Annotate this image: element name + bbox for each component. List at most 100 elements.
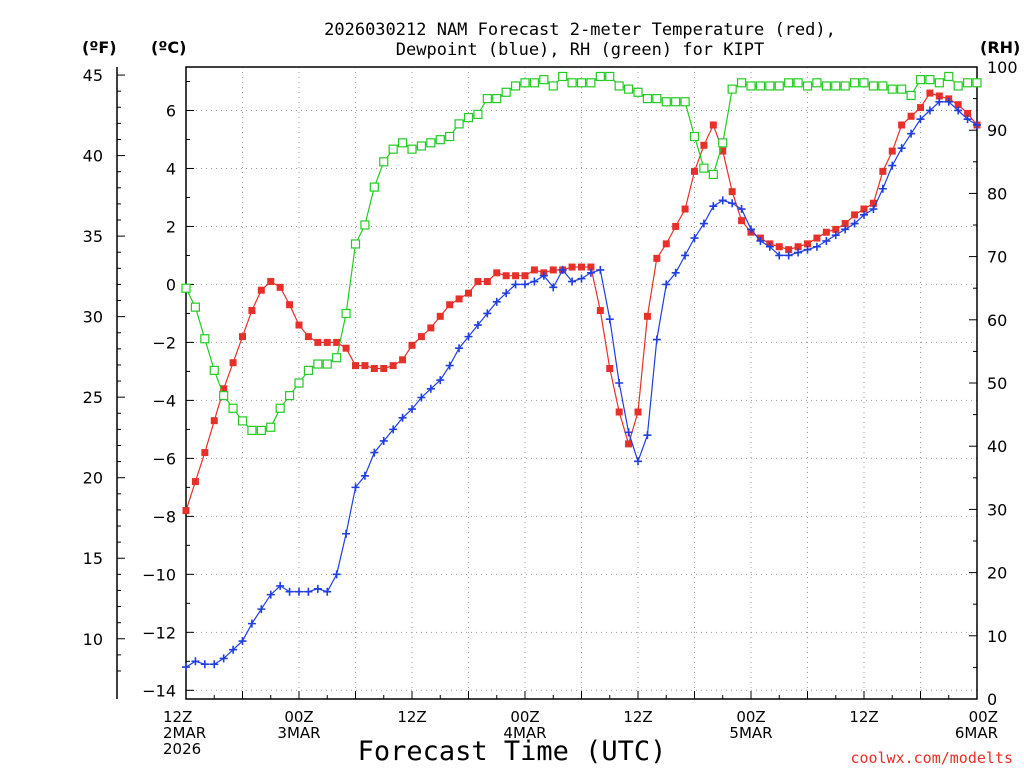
data-point-temperature bbox=[493, 269, 501, 277]
x-tick-label: 2026 bbox=[163, 740, 201, 758]
data-point-rh bbox=[736, 78, 747, 88]
data-point-temperature bbox=[286, 301, 294, 309]
data-point-dewpoint bbox=[878, 184, 887, 193]
data-point-temperature bbox=[436, 312, 444, 320]
data-point-rh bbox=[661, 97, 671, 107]
data-point-dewpoint bbox=[464, 332, 473, 341]
data-point-temperature bbox=[587, 263, 595, 271]
data-point-rh bbox=[510, 81, 521, 91]
data-point-dewpoint bbox=[417, 393, 426, 402]
data-point-dewpoint bbox=[360, 471, 369, 480]
data-point-rh bbox=[595, 71, 605, 82]
data-point-rh bbox=[652, 93, 662, 104]
data-point-dewpoint bbox=[690, 234, 699, 243]
data-point-dewpoint bbox=[944, 97, 953, 106]
data-point-dewpoint bbox=[257, 605, 266, 614]
data-point-rh bbox=[369, 182, 379, 192]
data-point-rh bbox=[228, 403, 238, 413]
f-tick-label: 30 bbox=[83, 308, 103, 327]
f-tick-label: 10 bbox=[83, 630, 103, 649]
data-point-rh bbox=[237, 416, 248, 426]
data-point-dewpoint bbox=[558, 265, 567, 274]
data-point-dewpoint bbox=[643, 431, 652, 440]
grid-layer bbox=[186, 67, 977, 699]
data-point-dewpoint bbox=[756, 236, 765, 245]
data-point-rh bbox=[284, 391, 295, 401]
data-point-temperature bbox=[210, 417, 218, 425]
data-point-temperature bbox=[606, 365, 614, 373]
data-point-temperature bbox=[898, 121, 906, 129]
data-point-temperature bbox=[832, 225, 840, 233]
data-point-temperature bbox=[502, 272, 510, 280]
data-point-temperature bbox=[926, 89, 934, 97]
axis-c-label: (ºC) bbox=[151, 38, 186, 57]
data-point-temperature bbox=[738, 217, 746, 225]
f-tick-label: 20 bbox=[83, 469, 103, 488]
data-point-dewpoint bbox=[332, 570, 341, 579]
data-point-rh bbox=[623, 84, 634, 94]
data-point-rh bbox=[313, 359, 323, 369]
data-point-temperature bbox=[304, 333, 312, 341]
data-point-temperature bbox=[634, 408, 642, 416]
data-point-dewpoint bbox=[812, 242, 821, 251]
data-point-rh bbox=[200, 334, 210, 344]
watermark: coolwx.com/modelts bbox=[850, 749, 1013, 767]
x-tick-label: 6MAR bbox=[955, 724, 998, 742]
x-tick-label: 12Z bbox=[397, 708, 426, 726]
data-point-temperature bbox=[879, 167, 887, 175]
data-point-temperature bbox=[361, 362, 369, 370]
data-point-rh bbox=[275, 403, 285, 413]
data-point-temperature bbox=[182, 507, 190, 515]
c-tick-label: 4 bbox=[166, 159, 176, 178]
x-tick-label: 12Z bbox=[849, 708, 878, 726]
rh-tick-label: 40 bbox=[987, 437, 1007, 456]
rh-tick-label: 0 bbox=[987, 690, 997, 709]
data-point-dewpoint bbox=[511, 280, 520, 289]
data-point-temperature bbox=[775, 243, 783, 251]
data-point-rh bbox=[586, 78, 596, 88]
data-point-dewpoint bbox=[408, 405, 416, 414]
data-point-temperature bbox=[869, 199, 877, 207]
data-point-rh bbox=[426, 138, 436, 148]
data-point-rh bbox=[887, 84, 897, 94]
data-point-rh bbox=[219, 391, 229, 401]
data-point-temperature bbox=[653, 254, 661, 262]
data-point-temperature bbox=[691, 167, 698, 175]
data-point-rh bbox=[379, 157, 389, 167]
data-point-dewpoint bbox=[794, 248, 803, 257]
rh-tick-label: 50 bbox=[987, 374, 1007, 393]
data-point-dewpoint bbox=[869, 205, 878, 214]
data-point-temperature bbox=[700, 141, 708, 149]
x-tick-label: 00Z bbox=[736, 708, 765, 726]
data-point-rh bbox=[680, 97, 690, 107]
data-point-rh bbox=[699, 163, 709, 173]
c-tick-label: −2 bbox=[152, 333, 176, 352]
x-tick-label: 2MAR bbox=[163, 724, 206, 742]
data-point-rh bbox=[539, 75, 549, 85]
series-temperature bbox=[182, 89, 981, 515]
data-point-temperature bbox=[954, 101, 962, 109]
x-tick-label: 3MAR bbox=[277, 724, 320, 742]
data-point-temperature bbox=[352, 362, 359, 370]
data-point-dewpoint bbox=[389, 425, 398, 434]
data-point-dewpoint bbox=[897, 144, 906, 153]
data-point-dewpoint bbox=[445, 361, 454, 370]
data-point-dewpoint bbox=[295, 587, 303, 596]
data-point-dewpoint bbox=[210, 660, 219, 669]
rh-tick-label: 30 bbox=[987, 500, 1007, 519]
data-point-rh bbox=[718, 138, 728, 148]
data-point-dewpoint bbox=[775, 251, 784, 260]
data-point-temperature bbox=[455, 295, 463, 303]
data-point-dewpoint bbox=[935, 97, 944, 106]
axis-rh-label: (RH) bbox=[980, 38, 1020, 57]
data-point-rh bbox=[520, 78, 530, 88]
data-point-dewpoint bbox=[398, 413, 407, 422]
data-point-temperature bbox=[804, 240, 811, 248]
c-tick-label: −12 bbox=[142, 623, 176, 642]
x-tick-label: 12Z bbox=[163, 708, 192, 726]
data-point-temperature bbox=[643, 312, 651, 320]
data-point-dewpoint bbox=[973, 120, 981, 129]
data-point-rh bbox=[868, 81, 879, 91]
data-point-rh bbox=[332, 353, 342, 363]
data-point-rh bbox=[548, 81, 558, 91]
